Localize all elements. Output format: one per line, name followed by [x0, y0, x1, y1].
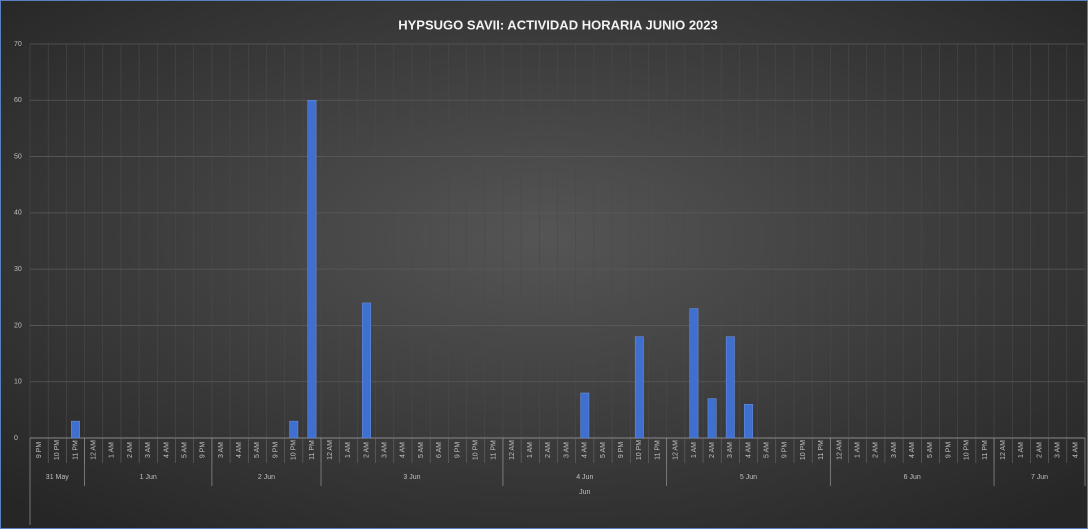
x-tick-label: 1 AM	[1018, 442, 1025, 458]
group-label: 31 May	[46, 474, 69, 481]
x-tick-label: 12 AM	[836, 440, 843, 460]
bar	[71, 420, 80, 439]
x-tick-label: 2 AM	[363, 442, 370, 458]
x-tick-label: 2 AM	[545, 442, 552, 458]
x-tick-label: 10 PM	[472, 440, 479, 460]
y-tick-label: 0	[14, 435, 18, 442]
x-tick-label: 4 AM	[236, 442, 243, 458]
x-tick-label: 3 AM	[891, 442, 898, 458]
x-tick-label: 1 AM	[345, 442, 352, 458]
x-tick-label: 1 AM	[854, 442, 861, 458]
x-tick-label: 12 AM	[91, 440, 98, 460]
x-tick-label: 4 AM	[1073, 442, 1080, 458]
x-tick-label: 4 AM	[400, 442, 407, 458]
x-tick-label: 3 AM	[145, 442, 152, 458]
x-tick-label: 12 AM	[1000, 440, 1007, 460]
x-tick-label: 3 AM	[727, 442, 734, 458]
x-tick-label: 11 PM	[818, 440, 825, 460]
x-tick-label: 3 AM	[218, 442, 225, 458]
bar	[689, 308, 699, 439]
x-tick-label: 11 PM	[491, 440, 498, 460]
x-tick-label: 5 AM	[927, 442, 934, 458]
x-tick-label: 9 PM	[618, 442, 625, 459]
x-tick-label: 12 AM	[673, 440, 680, 460]
x-tick-label: 10 PM	[964, 440, 971, 460]
x-tick-label: 3 AM	[1055, 442, 1062, 458]
x-tick-label: 9 PM	[454, 442, 461, 459]
x-tick-label: 6 AM	[436, 442, 443, 458]
x-tick-label: 5 AM	[764, 442, 771, 458]
x-tick-label: 9 PM	[272, 442, 279, 459]
chart-title: HYPSUGO SAVII: ACTIVIDAD HORARIA JUNIO 2…	[398, 17, 718, 32]
x-tick-label: 11 PM	[72, 440, 79, 460]
x-tick-label: 10 PM	[636, 440, 643, 460]
x-tick-label: 5 AM	[600, 442, 607, 458]
bar	[634, 336, 644, 439]
y-tick-label: 10	[14, 379, 22, 386]
group-label: 1 Jun	[140, 474, 157, 481]
group-label: 4 Jun	[576, 474, 593, 481]
x-tick-label: 11 PM	[982, 440, 989, 460]
x-tick-label: 4 AM	[745, 442, 752, 458]
bar	[307, 100, 317, 439]
y-tick-label: 40	[14, 210, 22, 217]
bar	[744, 403, 753, 439]
x-tick-label: 4 AM	[163, 442, 170, 458]
x-tick-label: 2 AM	[127, 442, 134, 458]
x-tick-label: 11 PM	[654, 440, 661, 460]
x-tick-label: 10 PM	[800, 440, 807, 460]
y-tick-label: 50	[14, 153, 22, 160]
group-label: 3 Jun	[403, 474, 420, 481]
y-tick-label: 70	[14, 41, 22, 48]
x-tick-label: 9 PM	[945, 442, 952, 459]
x-tick-label: 2 AM	[709, 442, 716, 458]
x-tick-label: 4 AM	[909, 442, 916, 458]
x-tick-label: 3 AM	[563, 442, 570, 458]
x-tick-label: 4 AM	[582, 442, 589, 458]
x-tick-label: 5 AM	[181, 442, 188, 458]
x-tick-label: 2 AM	[873, 442, 880, 458]
y-tick-label: 60	[14, 97, 22, 104]
x-tick-label: 2 AM	[1036, 442, 1043, 458]
bar	[707, 398, 717, 439]
x-tick-label: 9 PM	[36, 442, 43, 459]
y-tick-label: 30	[14, 266, 22, 273]
x-tick-label: 12 AM	[327, 440, 334, 460]
x-tick-label: 10 PM	[54, 440, 61, 460]
x-tick-label: 12 AM	[509, 440, 516, 460]
bar	[289, 420, 299, 439]
x-tick-label: 3 AM	[382, 442, 389, 458]
y-tick-label: 20	[14, 322, 22, 329]
x-tick-label: 11 PM	[309, 440, 316, 460]
x-tick-label: 1 AM	[691, 442, 698, 458]
group-label: 5 Jun	[740, 474, 757, 481]
month-label: Jun	[579, 489, 590, 496]
group-label: 2 Jun	[258, 474, 275, 481]
bar	[580, 392, 590, 439]
bar	[725, 336, 735, 439]
bar	[362, 302, 371, 439]
group-label: 7 Jun	[1031, 474, 1048, 481]
x-tick-label: 10 PM	[291, 440, 298, 460]
x-tick-label: 5 AM	[254, 442, 261, 458]
group-label: 6 Jun	[904, 474, 921, 481]
x-tick-label: 9 PM	[200, 442, 207, 459]
x-tick-label: 1 AM	[527, 442, 534, 458]
x-tick-label: 5 AM	[418, 442, 425, 458]
x-tick-label: 9 PM	[782, 442, 789, 459]
x-tick-label: 1 AM	[109, 442, 116, 458]
